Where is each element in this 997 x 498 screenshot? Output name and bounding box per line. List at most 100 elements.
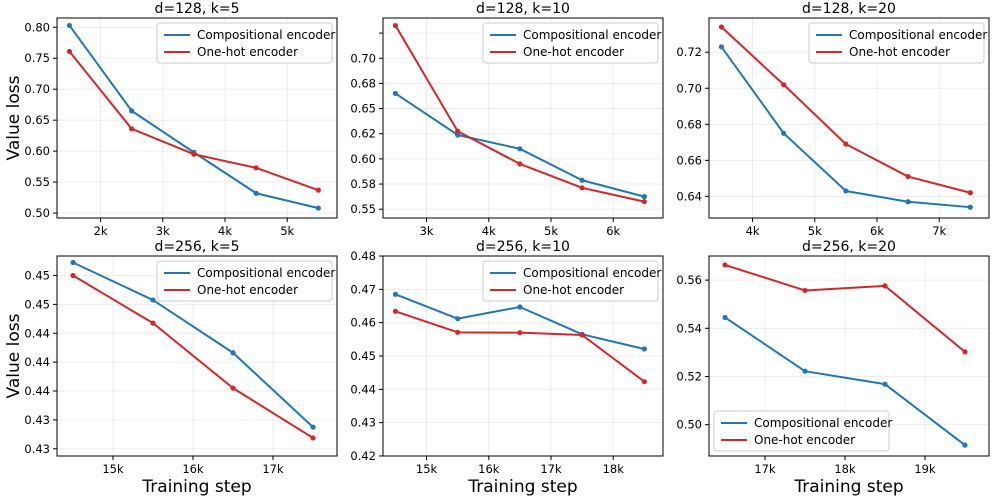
data-point xyxy=(882,283,888,289)
y-tick-label: 0.54 xyxy=(676,321,702,335)
data-point xyxy=(455,132,461,138)
subplot-4: 15k 16k 17k 0.43 0.43 0.44 0.44 0.44 0.45 0.45 d=2… xyxy=(4,239,338,497)
data-point xyxy=(230,385,236,391)
legend: Compositional encoder One-hot encoder xyxy=(808,22,987,64)
data-point xyxy=(66,22,73,29)
subplot-title: d=128, k=20 xyxy=(802,1,896,17)
y-tick-label: 0.58 xyxy=(350,177,376,191)
y-tick-label: 0.66 xyxy=(676,153,702,167)
data-point xyxy=(962,349,968,355)
data-point xyxy=(718,24,725,30)
data-point xyxy=(70,259,76,266)
y-tick-label: 0.42 xyxy=(350,449,376,463)
y-tick-label: 0.44 xyxy=(24,355,50,369)
x-tick-label: 3k xyxy=(156,224,170,238)
legend-box xyxy=(156,22,333,64)
x-tick-label: 4k xyxy=(218,224,232,238)
x-axis-label: Training step xyxy=(141,477,251,497)
data-point xyxy=(579,177,585,183)
data-point xyxy=(517,304,523,310)
y-tick-label: 0.46 xyxy=(350,316,376,330)
x-tick-label: 19k xyxy=(914,462,936,476)
y-tick-label: 0.45 xyxy=(24,297,50,311)
data-point xyxy=(150,297,156,303)
x-tick-label: 6k xyxy=(870,224,884,238)
y-tick-label: 0.70 xyxy=(676,81,702,95)
legend-label: Compositional encoder xyxy=(754,416,892,430)
x-tick-label: 17k xyxy=(262,462,284,476)
x-tick-label: 16k xyxy=(478,462,500,476)
data-point xyxy=(315,187,321,193)
series-line-one-hot xyxy=(68,50,319,192)
x-tick-label: 2k xyxy=(94,224,108,238)
legend: Compositional encoder One-hot encoder xyxy=(156,22,335,64)
legend-box xyxy=(713,410,890,452)
data-point xyxy=(781,82,787,88)
x-axis-label: Training step xyxy=(793,477,903,497)
subplot-1: 2k 3k 4k 5k 0.50 0.55 0.60 0.65 0.70 0.75 0.80 d=12… xyxy=(4,1,338,238)
series-line-one-hot xyxy=(724,263,966,353)
x-tick-label: 3k xyxy=(420,224,434,238)
y-tick-label: 0.45 xyxy=(24,268,50,282)
x-tick-label: 6k xyxy=(606,224,620,238)
plot-frame xyxy=(56,17,338,219)
subplot-5: 15k 16k 17k 18k 0.42 0.43 0.44 0.45 0.46 0.47 0.48… xyxy=(350,239,664,497)
y-tick-label: 0.68 xyxy=(350,76,376,90)
data-point xyxy=(843,188,849,194)
subplot-title: d=256, k=5 xyxy=(155,239,240,255)
plot-frame xyxy=(708,17,990,219)
data-point xyxy=(962,442,968,448)
y-tick-label: 0.75 xyxy=(24,51,50,65)
data-point xyxy=(722,262,728,268)
y-tick-label: 0.52 xyxy=(676,369,702,383)
data-point xyxy=(253,190,259,196)
series-line-compositional xyxy=(724,316,966,446)
data-point xyxy=(517,161,523,167)
data-point xyxy=(882,381,888,387)
data-point xyxy=(967,204,973,210)
y-tick-label: 0.47 xyxy=(350,282,376,296)
data-point xyxy=(392,308,399,314)
y-tick-label: 0.56 xyxy=(676,273,702,287)
y-tick-label: 0.44 xyxy=(350,382,376,396)
data-point xyxy=(517,330,523,336)
subplot-title: d=128, k=5 xyxy=(155,1,240,17)
data-point xyxy=(455,329,461,335)
y-tick-label: 0.60 xyxy=(350,152,376,166)
y-tick-label: 0.70 xyxy=(24,82,50,96)
data-point xyxy=(781,130,787,136)
series-line-compositional xyxy=(395,293,645,350)
y-tick-label: 0.43 xyxy=(24,442,50,456)
data-point xyxy=(392,22,399,29)
data-point xyxy=(310,435,316,441)
legend-label: Compositional encoder xyxy=(197,28,335,42)
x-tick-label: 15k xyxy=(416,462,438,476)
y-tick-label: 0.50 xyxy=(24,206,50,220)
y-tick-label: 0.65 xyxy=(24,113,50,127)
legend-label: One-hot encoder xyxy=(754,433,855,447)
data-point xyxy=(455,316,461,322)
legend-label: One-hot encoder xyxy=(849,45,950,59)
x-tick-label: 15k xyxy=(102,462,124,476)
y-tick-label: 0.55 xyxy=(24,175,50,189)
data-point xyxy=(392,291,399,297)
x-tick-label: 18k xyxy=(834,462,856,476)
data-point xyxy=(392,90,399,97)
legend-label: One-hot encoder xyxy=(197,45,298,59)
data-point xyxy=(579,185,585,191)
y-tick-label: 0.64 xyxy=(676,189,702,203)
y-tick-label: 0.62 xyxy=(350,127,376,141)
x-tick-label: 5k xyxy=(544,224,558,238)
data-point xyxy=(230,350,236,356)
plot-frame xyxy=(382,17,664,219)
y-tick-label: 0.80 xyxy=(24,20,50,34)
subplot-title: d=128, k=10 xyxy=(476,1,570,17)
x-tick-label: 4k xyxy=(482,224,496,238)
data-point xyxy=(802,287,808,294)
y-tick-label: 0.48 xyxy=(350,249,376,263)
plot-frame xyxy=(56,255,338,457)
y-tick-label: 0.43 xyxy=(24,413,50,427)
legend: Compositional encoder One-hot encoder xyxy=(482,22,661,64)
data-point xyxy=(129,126,135,132)
